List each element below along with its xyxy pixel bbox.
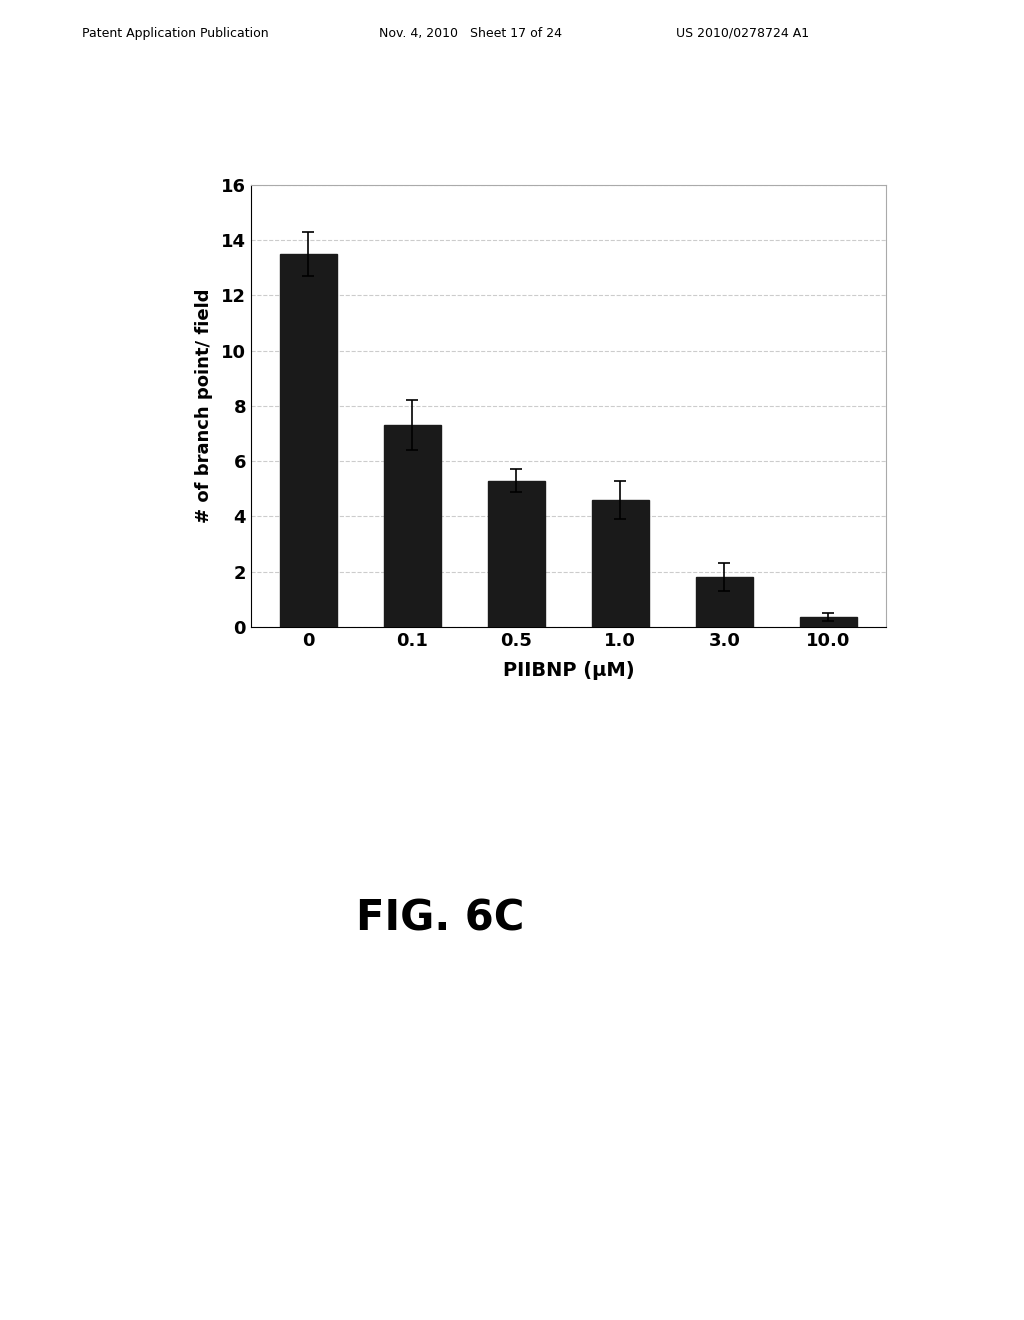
Bar — [280, 253, 337, 627]
X-axis label: PIIBNP (μM): PIIBNP (μM) — [503, 661, 634, 680]
Bar — [695, 577, 753, 627]
Text: FIG. 6C: FIG. 6C — [356, 898, 524, 940]
Bar — [592, 500, 649, 627]
Text: Patent Application Publication: Patent Application Publication — [82, 26, 268, 40]
Bar — [800, 618, 857, 627]
Y-axis label: # of branch point/ field: # of branch point/ field — [195, 289, 213, 523]
Bar — [384, 425, 441, 627]
Text: US 2010/0278724 A1: US 2010/0278724 A1 — [676, 26, 809, 40]
Text: Nov. 4, 2010   Sheet 17 of 24: Nov. 4, 2010 Sheet 17 of 24 — [379, 26, 562, 40]
Bar — [487, 480, 545, 627]
